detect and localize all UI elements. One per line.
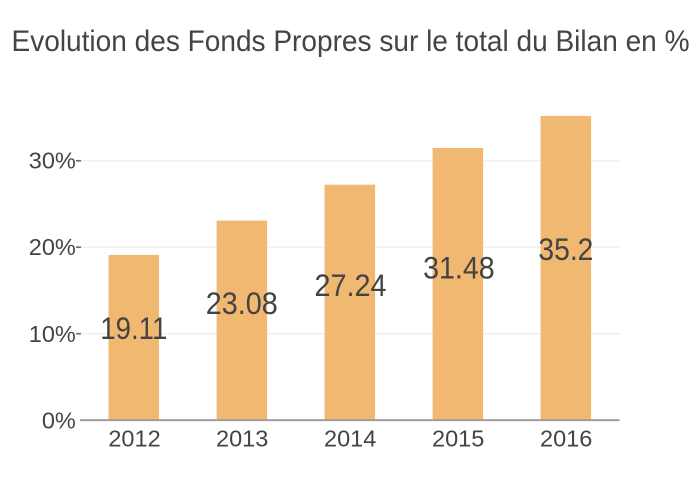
svg-text:2015: 2015 — [432, 426, 484, 452]
svg-text:23.08: 23.08 — [206, 285, 278, 321]
svg-text:2014: 2014 — [324, 426, 376, 452]
svg-text:31.48: 31.48 — [423, 249, 495, 285]
svg-text:2016: 2016 — [540, 426, 592, 452]
svg-text:19.11: 19.11 — [100, 310, 167, 346]
svg-text:27.24: 27.24 — [315, 267, 387, 303]
svg-text:20%: 20% — [29, 234, 76, 260]
svg-text:30%: 30% — [29, 148, 76, 174]
svg-text:Evolution des Fonds Propres su: Evolution des Fonds Propres sur le total… — [12, 25, 690, 58]
svg-text:35.2: 35.2 — [538, 231, 593, 267]
svg-text:2013: 2013 — [216, 426, 268, 452]
svg-text:0%: 0% — [42, 408, 76, 434]
svg-text:2012: 2012 — [108, 426, 160, 452]
svg-text:10%: 10% — [29, 321, 76, 347]
